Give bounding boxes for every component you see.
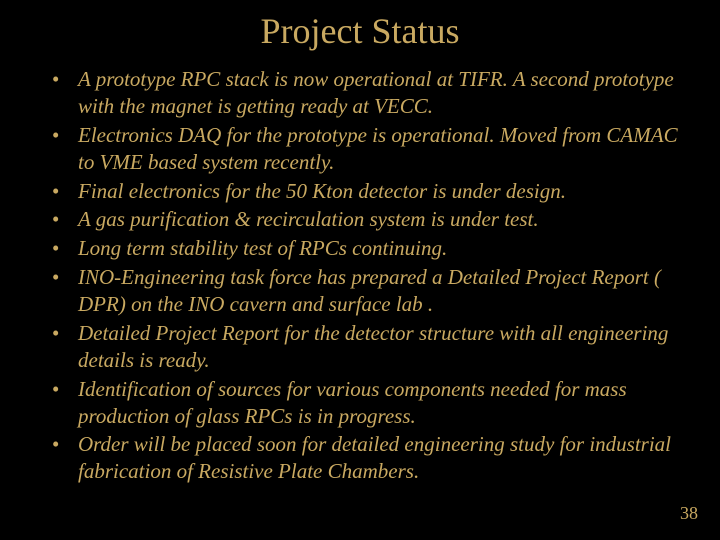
list-item: A gas purification & recirculation syste… — [58, 206, 690, 233]
list-item: Order will be placed soon for detailed e… — [58, 431, 690, 485]
slide-title: Project Status — [30, 10, 690, 52]
list-item: A prototype RPC stack is now operational… — [58, 66, 690, 120]
list-item: Final electronics for the 50 Kton detect… — [58, 178, 690, 205]
list-item: INO-Engineering task force has prepared … — [58, 264, 690, 318]
list-item: Electronics DAQ for the prototype is ope… — [58, 122, 690, 176]
page-number: 38 — [680, 503, 698, 524]
list-item: Long term stability test of RPCs continu… — [58, 235, 690, 262]
list-item: Detailed Project Report for the detector… — [58, 320, 690, 374]
slide: Project Status A prototype RPC stack is … — [0, 0, 720, 540]
list-item: Identification of sources for various co… — [58, 376, 690, 430]
bullet-list: A prototype RPC stack is now operational… — [30, 66, 690, 485]
